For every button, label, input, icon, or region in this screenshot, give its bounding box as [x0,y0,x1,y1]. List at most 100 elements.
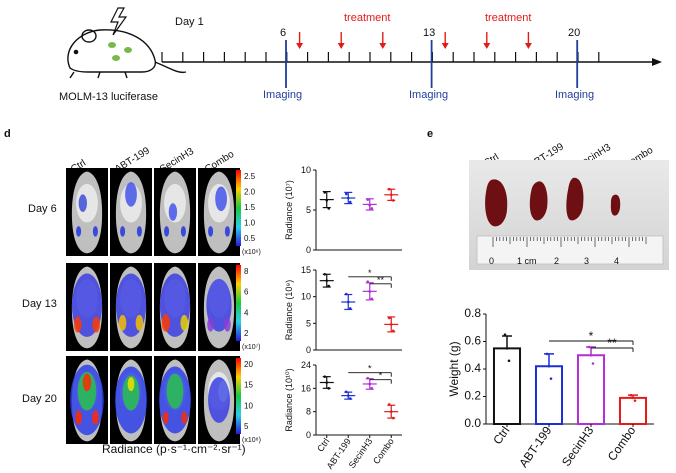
day-label-6: Day 6 [28,203,57,215]
data-point [344,192,348,196]
timeline-day1: Day 1 [175,16,204,28]
spleen-photo [469,160,669,270]
treatment-arrowhead [337,43,345,49]
y-tick-label: 10 [301,165,311,175]
y-axis-label: Radiance (10¹⁰) [284,368,294,431]
data-point [591,362,595,365]
data-point [545,352,549,356]
mouse-image [154,168,196,256]
spleen-abt199 [529,181,548,221]
timeline-tick-6: 6 [280,27,287,39]
panel-e-letter: e [427,128,434,140]
data-point [503,333,507,336]
data-point [589,353,593,357]
data-point [327,387,331,390]
colorbar-gradient [236,265,241,341]
colorbar-tick: 5 [244,422,249,431]
data-point [366,376,370,380]
timeline-caption: MOLM-13 luciferase [59,91,159,103]
data-point [368,382,372,386]
x-tick-label: Ctrl [490,424,512,447]
signal-blob [136,226,142,237]
data-point [549,377,553,380]
y-tick-label: 0.4 [464,361,481,375]
data-point [389,193,393,197]
sig-label: * [368,364,372,374]
mouse-image [66,263,108,351]
signal-blob [78,194,87,212]
signal-blob [164,226,170,237]
data-point [344,390,348,394]
y-axis-label: Radiance (10⁷) [284,180,294,240]
signal-blob [122,375,140,411]
data-point [344,292,348,296]
colorbar-tick: 2 [244,329,249,338]
timeline-diagram [67,7,662,88]
data-point [631,396,635,400]
treatment-arrowhead [524,43,532,49]
data-point [505,347,509,350]
signal-blob [162,411,169,424]
imaging-label-3: Imaging [555,89,595,101]
signal-blob [215,186,227,212]
y-tick-label: 8 [306,407,311,417]
mouse-image [66,168,108,256]
colorbar-unit: (x10⁸) [242,437,261,444]
colorbar-tick: 2.0 [244,188,256,197]
data-point [547,364,551,368]
data-point [323,191,327,194]
y-tick-label: 0.0 [464,416,481,430]
data-point [391,329,395,333]
colorbar-tick: 4 [244,308,249,317]
bar [492,347,522,425]
ruler-2: 2 [554,256,560,266]
mouse-image [198,263,240,351]
signal-blob [161,314,170,332]
colorbar-tick: 15 [244,381,253,390]
y-tick-label: 0.8 [464,306,481,320]
data-point [387,187,391,191]
data-point [327,284,331,288]
timeline-tick-13: 13 [423,27,436,39]
treatment-label-1: treatment [344,12,391,24]
imaging-label-1: Imaging [263,89,303,101]
x-tick-label: SecinH3 [559,423,597,468]
data-point [370,387,374,390]
data-point [348,307,352,310]
data-point [348,397,352,400]
data-point [387,403,391,406]
x-tick-label: Combo [605,423,639,463]
x-tick-label: ABT-199 [516,423,554,470]
data-point [389,323,393,326]
spleen-combo [610,194,621,216]
data-point [323,272,327,276]
signal-blob [224,226,230,237]
timeline-axis [161,32,662,88]
sig-label: ** [377,275,385,285]
colorbar-gradient [236,358,241,434]
data-point [507,359,511,363]
treatment-arrowhead [483,43,491,49]
colorbar-tick: 1.0 [244,219,256,228]
x-tick-label: Ctrl [315,436,331,453]
data-point [327,207,331,210]
sig-label: * [379,371,383,381]
y-tick-label: 15 [301,265,311,275]
data-point [587,345,591,349]
colorbar-tick: 20 [244,360,253,369]
signal-blob [166,373,184,409]
timeline-tick-20: 20 [568,27,581,39]
data-point [346,300,350,304]
mouse-image [66,356,108,444]
sig-label: * [589,329,594,343]
day-label-13: Day 13 [22,298,57,310]
data-point [368,290,372,293]
spleen-secinh3 [566,177,584,221]
data-point [391,416,395,420]
signal-blob [76,226,82,237]
mouse-icon [67,29,187,79]
y-tick-label: 10 [301,292,311,302]
bar [618,396,648,425]
